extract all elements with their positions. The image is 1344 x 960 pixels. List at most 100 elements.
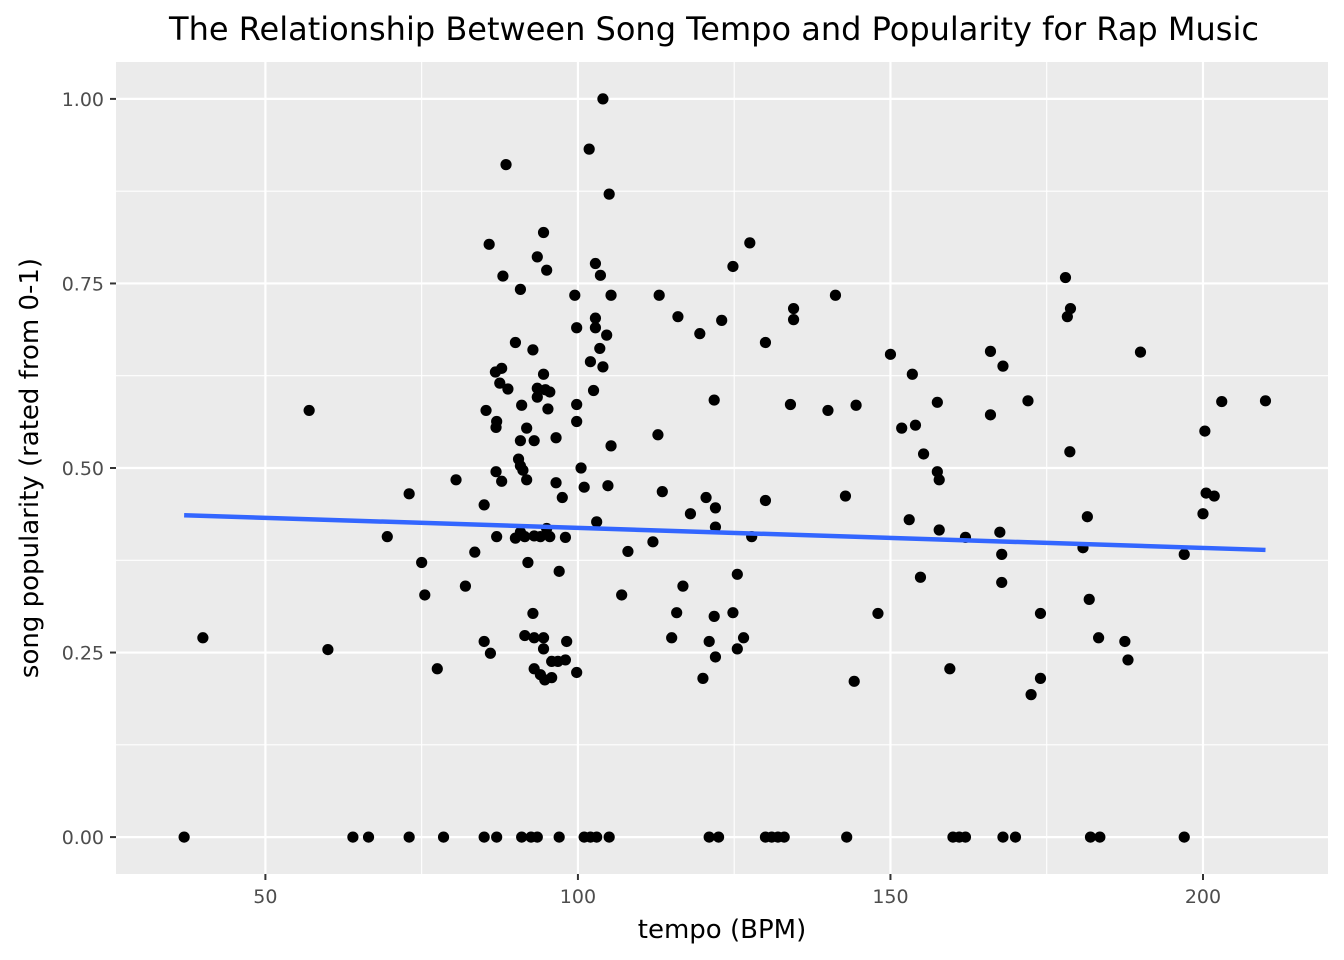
data-point <box>1094 831 1106 843</box>
data-point <box>602 480 614 492</box>
data-point <box>703 831 715 843</box>
data-point <box>1034 607 1047 620</box>
data-point <box>1119 635 1131 648</box>
data-point <box>589 257 602 270</box>
data-point <box>616 589 628 601</box>
data-point <box>909 419 922 431</box>
data-point <box>459 580 472 592</box>
data-point <box>1199 425 1211 437</box>
data-point <box>589 312 602 324</box>
data-point <box>597 93 609 105</box>
data-point <box>322 643 334 656</box>
data-point <box>178 831 190 843</box>
data-point <box>603 831 615 843</box>
data-point <box>1081 511 1093 523</box>
data-point <box>737 632 750 644</box>
data-point <box>531 831 543 843</box>
data-point <box>1064 446 1076 458</box>
data-point <box>571 398 583 411</box>
data-point <box>478 635 490 648</box>
data-point <box>917 448 930 460</box>
data-point <box>516 399 528 411</box>
data-point <box>197 632 209 644</box>
data-point <box>1197 508 1209 520</box>
data-point <box>591 831 603 843</box>
data-point <box>403 831 415 843</box>
x-axis-ticks: 50 100 150 200 <box>253 874 1221 908</box>
data-point <box>1178 548 1190 560</box>
x-axis-title: tempo (BPM) <box>638 915 806 945</box>
data-point <box>497 270 509 282</box>
data-point <box>1122 654 1134 666</box>
data-point <box>671 607 683 619</box>
data-point <box>303 404 315 417</box>
data-point <box>502 383 514 395</box>
data-point <box>1259 395 1272 407</box>
data-point <box>694 328 706 340</box>
data-point <box>731 568 743 580</box>
data-point <box>584 356 597 368</box>
data-point <box>914 571 927 583</box>
data-point <box>527 344 539 356</box>
data-point <box>569 289 581 301</box>
data-point <box>519 629 531 642</box>
data-point <box>997 360 1009 372</box>
data-point <box>587 384 600 397</box>
data-point <box>997 831 1009 843</box>
data-point <box>731 643 743 655</box>
data-point <box>959 831 972 843</box>
data-point <box>381 531 393 543</box>
data-point <box>1064 302 1077 315</box>
data-point <box>553 565 565 577</box>
data-point <box>478 831 490 843</box>
data-point <box>561 635 573 648</box>
data-point <box>575 462 587 474</box>
data-point <box>1084 831 1097 843</box>
data-point <box>839 490 852 502</box>
data-point <box>759 336 772 349</box>
data-point <box>522 556 534 569</box>
data-point <box>622 545 634 558</box>
data-point <box>544 386 556 398</box>
data-point <box>784 398 797 411</box>
data-points <box>178 93 1272 843</box>
data-point <box>478 499 490 511</box>
data-point <box>541 264 553 276</box>
data-point <box>1034 672 1047 684</box>
data-point <box>605 440 617 452</box>
data-point <box>514 435 527 447</box>
data-point <box>571 415 583 428</box>
data-point <box>559 531 572 543</box>
data-point <box>1022 395 1034 407</box>
x-tick-label: 100 <box>560 886 596 908</box>
data-point <box>542 403 554 415</box>
data-point <box>984 345 997 357</box>
data-point <box>500 159 512 171</box>
data-point <box>709 502 722 514</box>
data-point <box>727 260 739 273</box>
data-point <box>996 548 1008 560</box>
data-point <box>703 635 715 648</box>
data-point <box>700 491 712 504</box>
data-point <box>589 322 602 334</box>
data-point <box>480 404 492 417</box>
data-point <box>872 607 884 620</box>
data-point <box>996 576 1008 589</box>
data-point <box>1208 490 1220 502</box>
data-point <box>544 531 556 543</box>
data-point <box>550 477 562 489</box>
data-point <box>521 474 533 486</box>
data-point <box>759 494 772 507</box>
data-point <box>537 368 550 380</box>
data-point <box>906 368 918 380</box>
data-point <box>787 302 800 315</box>
data-point <box>528 435 540 447</box>
data-point <box>716 314 728 326</box>
data-point <box>727 607 739 619</box>
data-point <box>517 464 529 476</box>
data-point <box>514 283 527 295</box>
data-point <box>822 404 834 417</box>
data-point <box>362 831 375 843</box>
data-point <box>652 429 664 441</box>
